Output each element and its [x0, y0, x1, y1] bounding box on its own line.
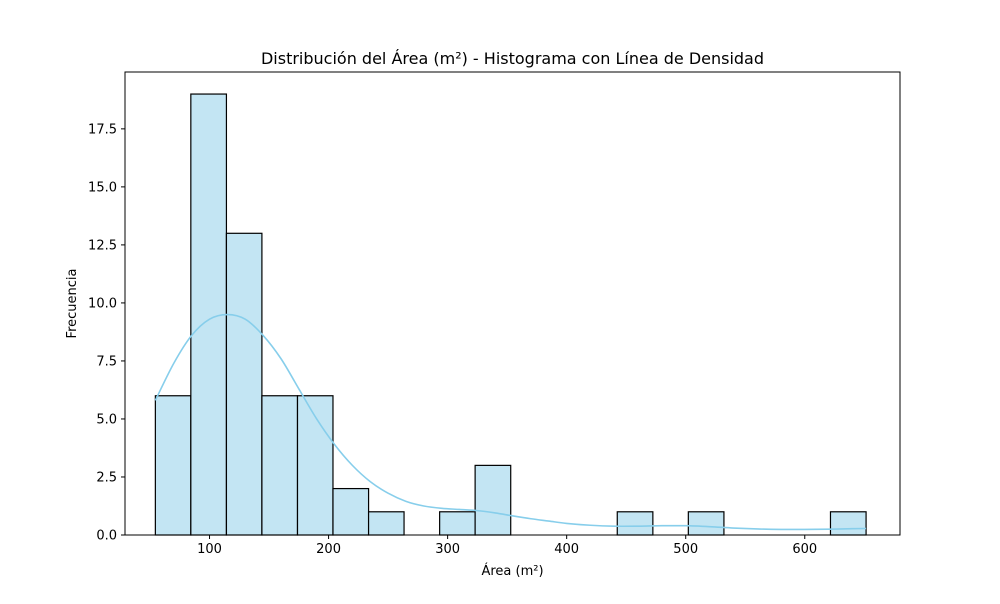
- density-layer: [154, 313, 867, 531]
- plot-frame: [124, 71, 901, 536]
- x-axis-ticks: 100 200 300 400 500 600: [197, 535, 817, 557]
- histogram-bar-4: [296, 395, 334, 536]
- x-axis-label: Área (m²): [481, 563, 543, 579]
- x-tick-label: 500: [673, 542, 698, 557]
- histogram-bar-13: [616, 511, 654, 536]
- y-tick-label: 2.5: [96, 470, 117, 485]
- x-tick-label: 300: [435, 542, 460, 557]
- histogram-bar-6: [367, 511, 405, 536]
- y-tick-label: 12.5: [88, 238, 117, 253]
- y-tick-label: 7.5: [96, 354, 117, 369]
- y-tick-label: 0.0: [96, 529, 117, 544]
- histogram-bar-15: [687, 511, 725, 536]
- x-tick-label: 200: [316, 542, 341, 557]
- bars-layer: [154, 93, 867, 536]
- density-line: [154, 313, 867, 531]
- histogram-bar-5: [332, 487, 370, 536]
- chart-title: Distribución del Área (m²) - Histograma …: [261, 49, 764, 68]
- y-axis-ticks: 0.0 2.5 5.0 7.5 10.0 12.5 15.0 17.5: [88, 122, 125, 544]
- y-axis-label: Frecuencia: [65, 269, 80, 339]
- histogram-bar-9: [474, 464, 512, 536]
- y-tick-label: 5.0: [96, 412, 117, 427]
- x-tick-label: 400: [554, 542, 579, 557]
- y-tick-label: 17.5: [88, 122, 117, 137]
- histogram-bar-19: [829, 511, 867, 536]
- histogram-bar-0: [154, 395, 192, 536]
- y-tick-label: 10.0: [88, 296, 117, 311]
- x-tick-label: 600: [792, 542, 817, 557]
- y-tick-label: 15.0: [88, 180, 117, 195]
- histogram-bar-8: [439, 511, 476, 536]
- histogram-bar-3: [261, 395, 299, 536]
- x-tick-label: 100: [197, 542, 222, 557]
- histogram-bar-2: [225, 232, 263, 536]
